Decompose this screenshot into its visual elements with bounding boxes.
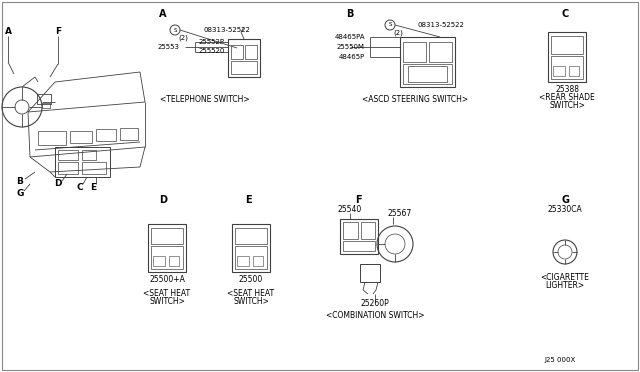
Bar <box>58 162 78 174</box>
Text: D: D <box>54 180 61 189</box>
Text: C: C <box>561 9 568 19</box>
Bar <box>70 131 92 143</box>
Bar <box>153 256 165 266</box>
Text: 48465P: 48465P <box>339 54 365 60</box>
Bar <box>403 64 452 84</box>
Bar <box>55 147 110 177</box>
Bar <box>429 42 452 62</box>
Text: <CIGARETTE: <CIGARETTE <box>541 273 589 282</box>
Bar <box>58 150 78 160</box>
Text: 25552P: 25552P <box>199 39 225 45</box>
Bar <box>551 56 583 79</box>
Bar <box>551 36 583 54</box>
Bar <box>38 131 66 145</box>
Text: (2): (2) <box>178 35 188 41</box>
Text: G: G <box>561 195 569 205</box>
Bar <box>148 224 186 272</box>
Bar <box>237 256 249 266</box>
Text: 08313-52522: 08313-52522 <box>203 27 250 33</box>
Bar <box>235 246 267 269</box>
Bar <box>343 222 358 239</box>
Text: F: F <box>55 28 61 36</box>
Text: B: B <box>17 177 24 186</box>
Text: <SEAT HEAT: <SEAT HEAT <box>143 289 191 298</box>
Text: J25 000X: J25 000X <box>545 357 575 363</box>
Bar <box>82 162 106 174</box>
Bar <box>42 103 50 108</box>
Bar <box>553 66 565 76</box>
Bar <box>37 94 51 104</box>
Text: 25567: 25567 <box>388 209 412 218</box>
Bar <box>408 66 447 82</box>
Bar <box>151 228 183 244</box>
Bar <box>228 39 260 77</box>
Text: C: C <box>77 183 83 192</box>
Text: E: E <box>244 195 252 205</box>
Text: B: B <box>346 9 354 19</box>
Text: 25330CA: 25330CA <box>548 205 582 215</box>
Bar <box>361 222 375 239</box>
Bar <box>548 32 586 82</box>
Text: 25540: 25540 <box>338 205 362 215</box>
Text: (2): (2) <box>393 30 403 36</box>
Text: <COMBINATION SWITCH>: <COMBINATION SWITCH> <box>326 311 424 320</box>
Text: 25500+A: 25500+A <box>149 276 185 285</box>
Bar <box>120 128 138 140</box>
Text: 25260P: 25260P <box>360 299 389 308</box>
Bar <box>400 37 455 87</box>
Bar <box>96 129 116 141</box>
Text: SWITCH>: SWITCH> <box>149 298 185 307</box>
Bar <box>235 228 267 244</box>
Text: SWITCH>: SWITCH> <box>233 298 269 307</box>
Text: S: S <box>388 22 392 28</box>
Bar <box>245 45 257 59</box>
Text: <REAR SHADE: <REAR SHADE <box>539 93 595 103</box>
Text: 255520: 255520 <box>199 48 225 54</box>
Text: 08313-52522: 08313-52522 <box>418 22 465 28</box>
Text: 25500: 25500 <box>239 276 263 285</box>
Bar <box>360 264 380 282</box>
Bar <box>340 219 378 254</box>
Text: A: A <box>159 9 167 19</box>
Bar <box>253 256 263 266</box>
Bar <box>403 42 426 62</box>
Bar <box>569 66 579 76</box>
Text: F: F <box>355 195 362 205</box>
Text: 25550M: 25550M <box>337 44 365 50</box>
Text: <SEAT HEAT: <SEAT HEAT <box>227 289 275 298</box>
Bar <box>82 150 96 160</box>
Text: <TELEPHONE SWITCH>: <TELEPHONE SWITCH> <box>160 94 250 103</box>
Bar <box>343 241 375 251</box>
Text: 25388: 25388 <box>555 84 579 93</box>
Text: E: E <box>90 183 96 192</box>
Text: G: G <box>16 189 24 199</box>
Text: D: D <box>159 195 167 205</box>
Text: 25553: 25553 <box>158 44 180 50</box>
Bar <box>231 45 243 59</box>
Text: LIGHTER>: LIGHTER> <box>545 280 584 289</box>
Bar <box>151 246 183 269</box>
Bar <box>169 256 179 266</box>
Bar <box>231 61 257 74</box>
Text: S: S <box>173 28 177 32</box>
Text: <ASCD STEERING SWITCH>: <ASCD STEERING SWITCH> <box>362 94 468 103</box>
Text: A: A <box>4 28 12 36</box>
Text: 48465PA: 48465PA <box>335 34 365 40</box>
Text: SWITCH>: SWITCH> <box>549 100 585 109</box>
Bar <box>232 224 270 272</box>
